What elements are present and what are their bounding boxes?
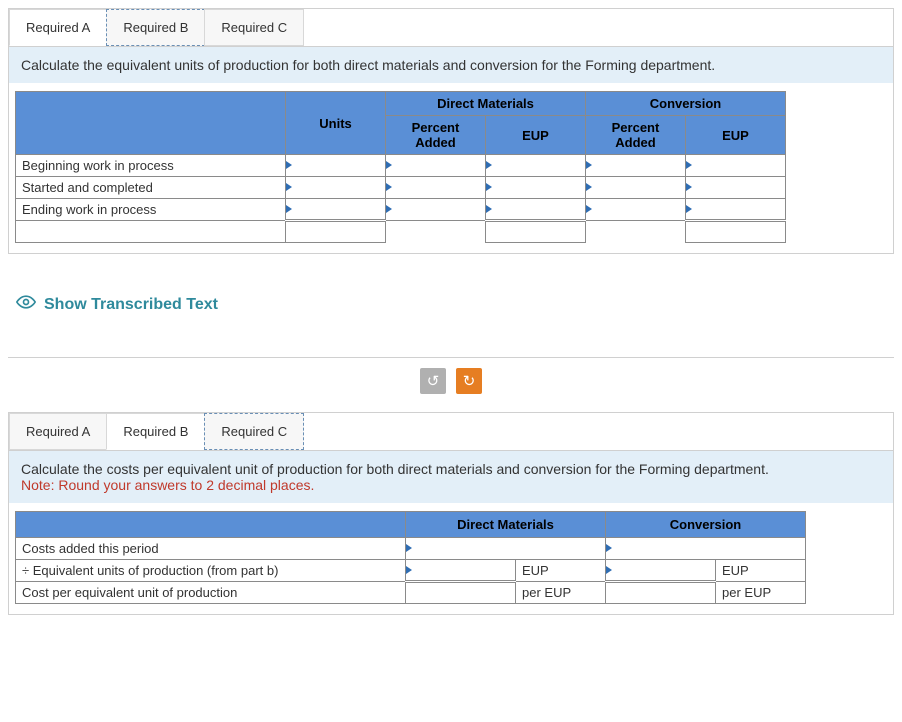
tabs-1: Required A Required B Required C [9,9,893,46]
nav-buttons: ↺ ↻ [8,368,894,394]
show-transcribed-label: Show Transcribed Text [44,296,218,314]
dropdown-icon [486,161,492,169]
cell[interactable] [386,155,486,177]
cell[interactable] [686,221,786,243]
cell[interactable] [386,199,486,221]
dropdown-icon [286,183,292,191]
suffix-eup-dm: EUP [516,560,606,582]
dropdown-icon [486,205,492,213]
nav-forward-button[interactable]: ↻ [456,368,482,394]
cell[interactable] [686,199,786,221]
dropdown-icon [586,205,592,213]
th-direct-materials: Direct Materials [386,92,586,116]
cell[interactable] [286,155,386,177]
dropdown-icon [406,566,412,574]
instruction-2-note: Note: Round your answers to 2 decimal pl… [21,477,314,493]
tab-required-c[interactable]: Required C [204,9,304,46]
cost-table: Direct Materials Conversion Costs added … [15,511,806,604]
section-required-b: Required A Required B Required C Calcula… [8,8,894,254]
row2-cost-per-eup: Cost per equivalent unit of production [16,582,406,604]
row-started-completed: Started and completed [16,177,286,199]
cell[interactable] [686,177,786,199]
cell[interactable] [606,538,806,560]
cell[interactable] [406,538,606,560]
cell[interactable] [606,560,716,582]
dropdown-icon [386,161,392,169]
tab2-required-a[interactable]: Required A [9,413,107,450]
cell[interactable] [486,199,586,221]
eye-icon [16,292,36,317]
dropdown-icon [686,205,692,213]
show-transcribed-link[interactable]: Show Transcribed Text [16,292,218,317]
row-ending-wip: Ending work in process [16,199,286,221]
row-beginning-wip: Beginning work in process [16,155,286,177]
dropdown-icon [406,544,412,552]
dropdown-icon [286,161,292,169]
th2-blank [16,512,406,538]
divider [8,357,894,358]
cell[interactable] [406,560,516,582]
th-cv-eup: EUP [686,116,786,155]
cell-blank [386,221,486,243]
tab2-required-c[interactable]: Required C [204,413,304,450]
dropdown-icon [386,183,392,191]
nav-back-button[interactable]: ↺ [420,368,446,394]
row2-eup: ÷ Equivalent units of production (from p… [16,560,406,582]
cell[interactable] [406,582,516,604]
instruction-1: Calculate the equivalent units of produc… [9,46,893,83]
cell[interactable] [286,177,386,199]
th-dm-eup: EUP [486,116,586,155]
cell[interactable] [286,199,386,221]
dropdown-icon [606,544,612,552]
instruction-2-text: Calculate the costs per equivalent unit … [21,461,769,477]
cell-blank [586,221,686,243]
section-required-c: Required A Required B Required C Calcula… [8,412,894,615]
suffix-pereup-dm: per EUP [516,582,606,604]
tabs-2: Required A Required B Required C [9,413,893,450]
instruction-2: Calculate the costs per equivalent unit … [9,450,893,503]
dropdown-icon [386,205,392,213]
tab-required-b[interactable]: Required B [106,9,205,46]
th2-cv: Conversion [606,512,806,538]
cell[interactable] [586,199,686,221]
cell[interactable] [486,155,586,177]
row2-costs-added: Costs added this period [16,538,406,560]
th2-dm: Direct Materials [406,512,606,538]
th-cv-percent: Percent Added [586,116,686,155]
cell[interactable] [286,221,386,243]
cell[interactable] [606,582,716,604]
cell[interactable] [686,155,786,177]
suffix-eup-cv: EUP [716,560,806,582]
suffix-pereup-cv: per EUP [716,582,806,604]
cell[interactable] [486,177,586,199]
dropdown-icon [686,183,692,191]
tab2-required-b[interactable]: Required B [106,413,205,450]
th-blank [16,92,286,155]
th-dm-percent: Percent Added [386,116,486,155]
cell[interactable] [386,177,486,199]
th-units: Units [286,92,386,155]
th-conversion: Conversion [586,92,786,116]
cell[interactable] [486,221,586,243]
dropdown-icon [286,205,292,213]
tab-required-a[interactable]: Required A [9,9,107,46]
cell[interactable] [586,177,686,199]
dropdown-icon [686,161,692,169]
cell[interactable] [586,155,686,177]
dropdown-icon [486,183,492,191]
dropdown-icon [586,183,592,191]
eup-table: Units Direct Materials Conversion Percen… [15,91,786,243]
row-total [16,221,286,243]
dropdown-icon [586,161,592,169]
dropdown-icon [606,566,612,574]
